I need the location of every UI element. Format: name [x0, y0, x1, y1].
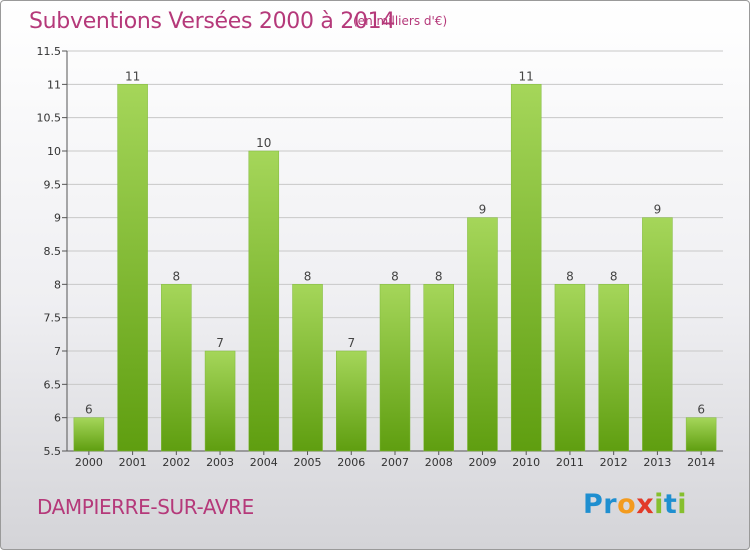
chart-unit-note: (en milliers d'€)	[353, 14, 448, 28]
data-label: 7	[347, 336, 355, 350]
x-tick-label: 2002	[162, 456, 190, 469]
commune-name: DAMPIERRE-SUR-AVRE	[37, 495, 254, 519]
data-label: 7	[216, 336, 224, 350]
x-tick-label: 2000	[75, 456, 103, 469]
logo-letter: i	[677, 489, 688, 520]
x-tick-label: 2010	[512, 456, 540, 469]
y-tick-label: 10	[47, 145, 61, 158]
y-tick-label: 6.5	[44, 378, 62, 391]
data-label: 6	[85, 403, 93, 417]
x-tick-label: 2006	[337, 456, 365, 469]
bar	[292, 284, 323, 452]
x-tick-label: 2013	[643, 456, 671, 469]
y-tick-label: 8.5	[44, 245, 62, 258]
x-tick-label: 2001	[119, 456, 147, 469]
data-label: 11	[125, 69, 140, 83]
logo-letter: o	[617, 489, 637, 520]
data-label: 8	[304, 269, 312, 283]
proxiti-logo: Proxiti	[583, 489, 687, 520]
logo-letter: i	[654, 489, 664, 520]
data-label: 8	[566, 269, 574, 283]
bar	[423, 284, 454, 452]
data-label: 10	[256, 136, 271, 150]
x-tick-label: 2014	[687, 456, 715, 469]
bar	[685, 417, 717, 452]
x-tick-label: 2003	[206, 456, 234, 469]
x-tick-label: 2005	[294, 456, 322, 469]
x-tick-label: 2009	[468, 456, 496, 469]
data-label: 8	[391, 269, 399, 283]
bar	[204, 350, 236, 452]
data-labels: 6 11 8 7 10 8 7 8 8 9 11 8 8 9 6	[85, 69, 705, 416]
x-tick-label: 2004	[250, 456, 278, 469]
bar	[510, 84, 542, 452]
data-label: 9	[479, 203, 487, 217]
y-tick-label: 7	[54, 345, 61, 358]
logo-letter: x	[636, 489, 655, 520]
bar	[598, 284, 629, 452]
y-tick-label: 6	[54, 412, 61, 425]
bar	[642, 217, 673, 452]
y-tick-label: 11	[47, 78, 61, 91]
data-label: 8	[610, 269, 618, 283]
logo-letter: P	[583, 489, 604, 520]
bar	[117, 84, 148, 452]
y-tick-label: 5.5	[44, 445, 62, 458]
x-tick-label: 2008	[425, 456, 453, 469]
bar	[467, 217, 498, 452]
y-tick-labels: 5.5 6 6.5 7 7.5 8 8.5 9 9.5 10 10.5 11 11.5	[37, 45, 62, 458]
logo-letter: r	[603, 489, 618, 520]
data-label: 11	[519, 69, 534, 83]
data-label: 8	[173, 269, 181, 283]
data-label: 8	[435, 269, 443, 283]
logo-letter: t	[663, 489, 678, 520]
y-tick-label: 10.5	[37, 112, 62, 125]
bar	[336, 350, 367, 452]
data-label: 9	[654, 203, 662, 217]
bar	[73, 417, 105, 452]
x-tick-label: 2011	[556, 456, 584, 469]
x-tick-label: 2007	[381, 456, 409, 469]
bar	[554, 284, 586, 452]
bar	[161, 284, 192, 452]
data-label: 6	[697, 403, 705, 417]
y-tick-label: 8	[54, 278, 61, 291]
y-tick-label: 7.5	[44, 312, 62, 325]
x-tick-label: 2012	[600, 456, 628, 469]
bar	[379, 284, 411, 452]
y-tick-label: 9.5	[44, 178, 62, 191]
chart-title: Subventions Versées 2000 à 2014	[29, 9, 396, 34]
x-tick-labels: 2000 2001 2002 2003 2004 2005 2006 2007 2008 2009…	[75, 456, 715, 469]
y-tick-label: 9	[54, 212, 61, 225]
y-tick-label: 11.5	[37, 45, 62, 58]
bar	[248, 150, 280, 452]
bars	[73, 84, 717, 452]
